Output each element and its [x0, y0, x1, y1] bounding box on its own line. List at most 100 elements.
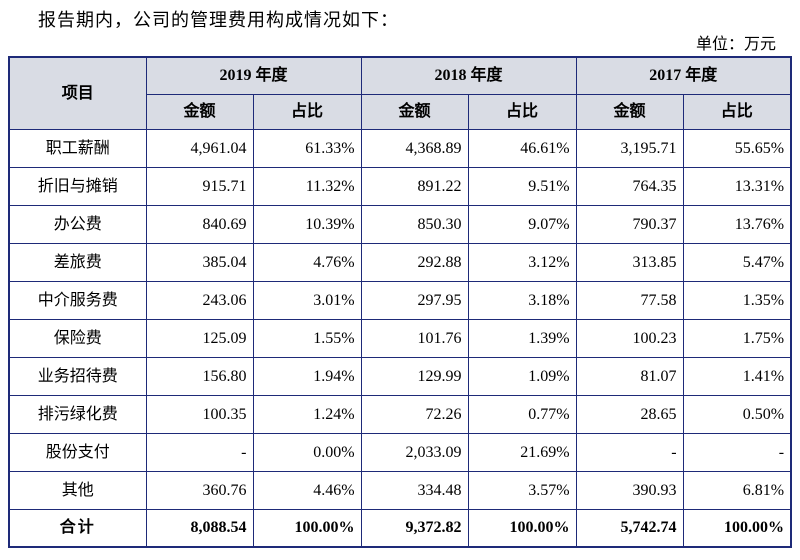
- amount-cell: 3,195.71: [575, 129, 684, 168]
- amount-cell: 101.76: [360, 319, 469, 358]
- amount-cell: 77.58: [575, 281, 684, 320]
- ratio-cell: 100.00%: [467, 509, 577, 548]
- ratio-cell: 1.09%: [467, 357, 577, 396]
- table-row: 中介服务费 243.06 3.01% 297.95 3.18% 77.58 1.35%: [8, 281, 792, 320]
- ratio-cell: 100.00%: [252, 509, 362, 548]
- header-amount: 金额: [575, 94, 684, 130]
- amount-cell: 891.22: [360, 167, 469, 206]
- amount-cell: 28.65: [575, 395, 684, 434]
- ratio-cell: 1.24%: [252, 395, 362, 434]
- ratio-cell: 46.61%: [467, 129, 577, 168]
- ratio-cell: 3.18%: [467, 281, 577, 320]
- ratio-cell: 10.39%: [252, 205, 362, 244]
- header-year-2019: 2019 年度: [145, 56, 362, 95]
- ratio-cell: 4.46%: [252, 471, 362, 510]
- ratio-cell: 3.12%: [467, 243, 577, 282]
- amount-cell: 764.35: [575, 167, 684, 206]
- amount-cell: 2,033.09: [360, 433, 469, 472]
- ratio-cell: 3.01%: [252, 281, 362, 320]
- amount-cell: 243.06: [145, 281, 254, 320]
- header-year-2018: 2018 年度: [360, 56, 577, 95]
- table-row: 排污绿化费 100.35 1.24% 72.26 0.77% 28.65 0.50%: [8, 395, 792, 434]
- amount-cell: 313.85: [575, 243, 684, 282]
- row-label: 股份支付: [8, 433, 147, 472]
- ratio-cell: 13.76%: [682, 205, 792, 244]
- amount-cell: -: [145, 433, 254, 472]
- row-label: 职工薪酬: [8, 129, 147, 168]
- table-row: 其他 360.76 4.46% 334.48 3.57% 390.93 6.81%: [8, 471, 792, 510]
- amount-cell: 915.71: [145, 167, 254, 206]
- row-label: 差旅费: [8, 243, 147, 282]
- header-ratio: 占比: [467, 94, 577, 130]
- amount-cell: 390.93: [575, 471, 684, 510]
- ratio-cell: 1.55%: [252, 319, 362, 358]
- row-label: 折旧与摊销: [8, 167, 147, 206]
- header-ratio: 占比: [682, 94, 792, 130]
- unit-label: 单位：万元: [695, 34, 776, 53]
- amount-cell: 100.23: [575, 319, 684, 358]
- ratio-cell: 9.07%: [467, 205, 577, 244]
- amount-cell: 9,372.82: [360, 509, 469, 548]
- ratio-cell: 61.33%: [252, 129, 362, 168]
- table-row: 业务招待费 156.80 1.94% 129.99 1.09% 81.07 1.41%: [8, 357, 792, 396]
- amount-cell: 360.76: [145, 471, 254, 510]
- row-label: 其他: [8, 471, 147, 510]
- row-label: 合计: [8, 509, 147, 548]
- row-label: 排污绿化费: [8, 395, 147, 434]
- ratio-cell: 0.00%: [252, 433, 362, 472]
- header-year-2017: 2017 年度: [575, 56, 792, 95]
- amount-cell: 100.35: [145, 395, 254, 434]
- header-ratio: 占比: [252, 94, 362, 130]
- table-row: 职工薪酬 4,961.04 61.33% 4,368.89 46.61% 3,195.71…: [8, 129, 792, 168]
- ratio-cell: 3.57%: [467, 471, 577, 510]
- table-row: 保险费 125.09 1.55% 101.76 1.39% 100.23 1.75%: [8, 319, 792, 358]
- ratio-cell: 11.32%: [252, 167, 362, 206]
- amount-cell: 840.69: [145, 205, 254, 244]
- ratio-cell: 4.76%: [252, 243, 362, 282]
- ratio-cell: 1.35%: [682, 281, 792, 320]
- amount-cell: -: [575, 433, 684, 472]
- amount-cell: 334.48: [360, 471, 469, 510]
- amount-cell: 129.99: [360, 357, 469, 396]
- ratio-cell: 55.65%: [682, 129, 792, 168]
- ratio-cell: 21.69%: [467, 433, 577, 472]
- amount-cell: 850.30: [360, 205, 469, 244]
- amount-cell: 790.37: [575, 205, 684, 244]
- table-body: 职工薪酬 4,961.04 61.33% 4,368.89 46.61% 3,195.71…: [8, 129, 792, 548]
- amount-cell: 385.04: [145, 243, 254, 282]
- ratio-cell: 1.75%: [682, 319, 792, 358]
- table-row: 差旅费 385.04 4.76% 292.88 3.12% 313.85 5.47%: [8, 243, 792, 282]
- ratio-cell: 9.51%: [467, 167, 577, 206]
- header-amount: 金额: [145, 94, 254, 130]
- amount-cell: 297.95: [360, 281, 469, 320]
- ratio-cell: 6.81%: [682, 471, 792, 510]
- row-label: 保险费: [8, 319, 147, 358]
- header-item: 项目: [8, 56, 147, 130]
- row-label: 中介服务费: [8, 281, 147, 320]
- amount-cell: 4,961.04: [145, 129, 254, 168]
- amount-cell: 5,742.74: [575, 509, 684, 548]
- amount-cell: 156.80: [145, 357, 254, 396]
- row-label: 业务招待费: [8, 357, 147, 396]
- ratio-cell: 1.39%: [467, 319, 577, 358]
- amount-cell: 72.26: [360, 395, 469, 434]
- management-expense-table: 项目 2019 年度 2018 年度 2017 年度 金额 占比 金额 占比 金…: [8, 56, 793, 548]
- header-amount: 金额: [360, 94, 469, 130]
- ratio-cell: 0.77%: [467, 395, 577, 434]
- ratio-cell: 1.41%: [682, 357, 792, 396]
- ratio-cell: 13.31%: [682, 167, 792, 206]
- amount-cell: 4,368.89: [360, 129, 469, 168]
- ratio-cell: -: [682, 433, 792, 472]
- table-row: 股份支付 -0.00% 2,033.09 21.69% - -: [8, 433, 792, 472]
- intro-text: 报告期内，公司的管理费用构成情况如下：: [38, 10, 399, 31]
- ratio-cell: 0.50%: [682, 395, 792, 434]
- ratio-cell: 100.00%: [682, 509, 792, 548]
- ratio-cell: 5.47%: [682, 243, 792, 282]
- table-row: 折旧与摊销 915.71 11.32% 891.22 9.51% 764.35 13.31%: [8, 167, 792, 206]
- row-label: 办公费: [8, 205, 147, 244]
- amount-cell: 8,088.54: [145, 509, 254, 548]
- table-row: 办公费 840.69 10.39% 850.30 9.07% 790.37 13.76%: [8, 205, 792, 244]
- ratio-cell: 1.94%: [252, 357, 362, 396]
- table-total-row: 合计 8,088.54 100.00% 9,372.82 100.00% 5,742.74…: [8, 509, 792, 548]
- amount-cell: 125.09: [145, 319, 254, 358]
